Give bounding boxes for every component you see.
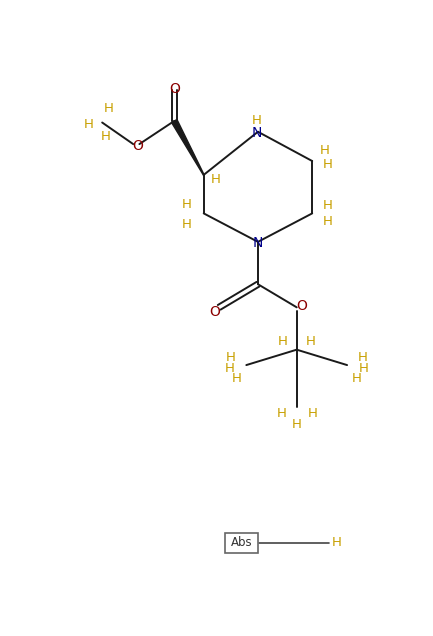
Text: H: H: [211, 173, 221, 186]
Text: O: O: [169, 83, 180, 97]
Text: H: H: [276, 407, 286, 420]
Text: H: H: [100, 130, 110, 143]
Text: N: N: [252, 127, 262, 141]
Text: H: H: [306, 335, 316, 349]
Polygon shape: [171, 120, 204, 175]
Text: H: H: [332, 536, 342, 550]
Text: H: H: [323, 158, 333, 170]
Text: H: H: [182, 198, 191, 211]
Text: H: H: [103, 102, 113, 115]
FancyBboxPatch shape: [225, 534, 259, 553]
Text: H: H: [358, 351, 368, 364]
Text: H: H: [278, 335, 288, 349]
Text: H: H: [307, 407, 317, 420]
Text: O: O: [209, 305, 220, 319]
Text: H: H: [320, 144, 330, 156]
Text: O: O: [296, 299, 307, 313]
Text: H: H: [359, 363, 369, 375]
Text: N: N: [253, 237, 263, 251]
Text: O: O: [132, 139, 143, 153]
Text: H: H: [83, 118, 93, 130]
Text: H: H: [323, 199, 333, 212]
Text: Abs: Abs: [231, 536, 252, 550]
Text: H: H: [182, 218, 191, 231]
Text: H: H: [352, 373, 361, 385]
Text: H: H: [323, 214, 333, 228]
Text: H: H: [232, 373, 242, 385]
Text: H: H: [224, 363, 234, 375]
Text: H: H: [292, 418, 302, 431]
Text: H: H: [252, 114, 262, 127]
Text: H: H: [226, 351, 236, 364]
